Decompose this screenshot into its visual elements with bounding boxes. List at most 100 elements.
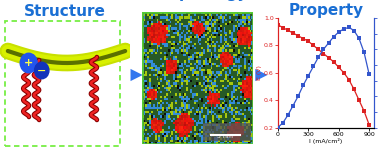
Bar — [207, 74, 209, 76]
Bar — [149, 21, 151, 23]
Bar — [183, 120, 184, 122]
Bar — [225, 107, 227, 109]
Bar — [144, 65, 146, 67]
Bar — [179, 14, 181, 16]
Bar — [225, 58, 227, 60]
Bar — [151, 52, 153, 54]
Bar — [251, 12, 253, 14]
Bar — [183, 78, 184, 80]
Bar — [164, 34, 166, 36]
Bar — [211, 96, 212, 98]
Bar — [151, 85, 153, 87]
Bar — [212, 137, 214, 140]
Bar — [240, 23, 242, 25]
Bar — [147, 80, 149, 82]
Bar — [162, 89, 164, 91]
Bar — [166, 98, 168, 100]
Bar — [211, 67, 212, 69]
Bar — [214, 98, 216, 100]
Bar — [231, 85, 233, 87]
Bar — [186, 23, 188, 25]
Bar — [225, 65, 227, 67]
Bar — [192, 58, 194, 60]
Bar — [155, 124, 156, 126]
Bar — [196, 89, 197, 91]
Bar — [172, 25, 174, 27]
Bar — [160, 126, 162, 129]
Bar — [216, 131, 218, 133]
Bar — [246, 100, 248, 102]
Bar — [194, 34, 196, 36]
Bar — [184, 100, 186, 102]
Bar — [220, 126, 222, 129]
Bar — [149, 25, 151, 27]
Bar — [170, 76, 172, 78]
Bar — [249, 89, 251, 91]
Bar — [216, 109, 218, 111]
Bar — [246, 52, 248, 54]
Bar — [190, 80, 192, 82]
Bar — [142, 12, 144, 14]
Bar — [147, 91, 149, 93]
Bar — [175, 65, 177, 67]
Bar — [222, 107, 223, 109]
Bar — [160, 30, 162, 32]
Bar — [181, 80, 183, 82]
Bar — [229, 89, 231, 91]
Bar — [248, 140, 249, 142]
Bar — [240, 45, 242, 47]
Bar — [235, 30, 237, 32]
Bar — [249, 21, 251, 23]
Bar — [240, 113, 242, 115]
Bar — [188, 126, 190, 129]
Bar — [196, 76, 197, 78]
Bar — [240, 124, 242, 126]
Bar — [158, 30, 160, 32]
Bar — [251, 80, 253, 82]
Bar — [149, 23, 151, 25]
Bar — [246, 45, 248, 47]
Bar — [160, 41, 162, 43]
Bar — [216, 12, 218, 14]
Bar — [162, 107, 164, 109]
Bar — [218, 45, 220, 47]
Bar — [218, 47, 220, 49]
Bar — [246, 102, 248, 104]
Bar — [151, 47, 153, 49]
Bar — [229, 140, 231, 142]
Bar — [199, 63, 201, 65]
Bar — [144, 80, 146, 82]
Bar — [199, 111, 201, 113]
Bar — [212, 115, 214, 118]
Bar — [251, 135, 253, 137]
Bar — [237, 140, 239, 142]
Bar — [194, 27, 196, 30]
Bar — [249, 126, 251, 129]
Bar — [239, 52, 240, 54]
Bar — [164, 65, 166, 67]
Bar — [203, 123, 251, 141]
Bar — [237, 93, 239, 96]
Bar — [233, 67, 235, 69]
Bar — [179, 54, 181, 56]
Bar — [240, 107, 242, 109]
Bar — [211, 14, 212, 16]
Bar — [160, 14, 162, 16]
Bar — [181, 47, 183, 49]
Bar — [149, 115, 151, 118]
Bar — [205, 63, 207, 65]
Bar — [214, 14, 216, 16]
Bar — [196, 34, 197, 36]
Bar — [162, 41, 164, 43]
Bar — [231, 32, 233, 34]
Bar — [179, 133, 181, 135]
Bar — [246, 124, 248, 126]
Bar — [246, 21, 248, 23]
Bar — [205, 23, 207, 25]
Bar — [146, 19, 147, 21]
Bar — [144, 131, 146, 133]
Bar — [190, 140, 192, 142]
Bar — [162, 80, 164, 82]
Bar — [225, 52, 227, 54]
Bar — [244, 56, 246, 58]
